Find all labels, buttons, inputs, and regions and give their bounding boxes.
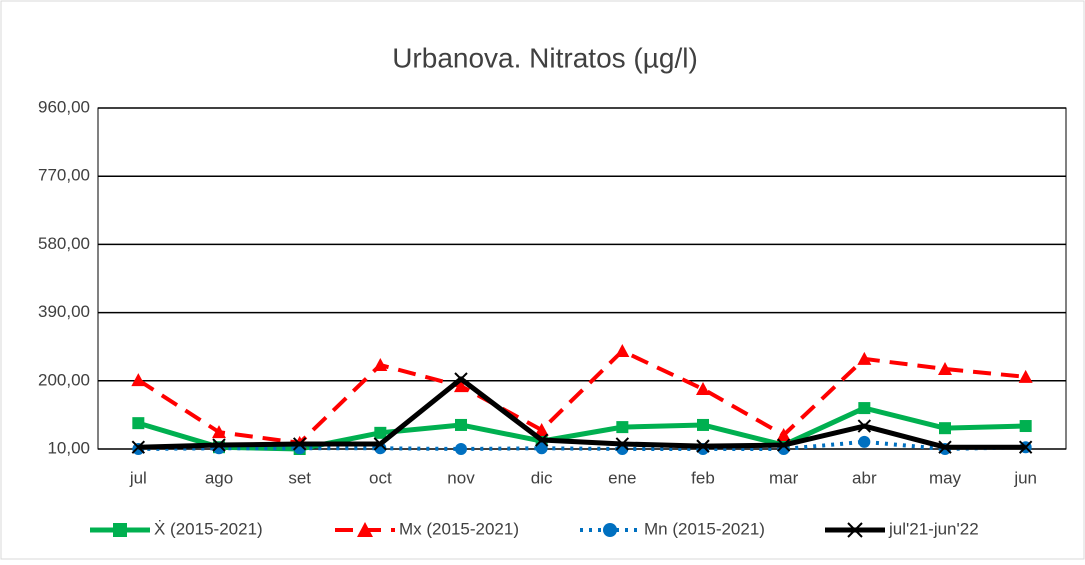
- series: [131, 344, 1033, 449]
- x-tick-label: jun: [1013, 468, 1037, 487]
- marker: [113, 523, 127, 537]
- legend-item: Ẋ (2015-2021): [90, 519, 263, 538]
- line: [138, 439, 1026, 451]
- marker: [132, 417, 145, 430]
- marker: [603, 523, 617, 537]
- x-tick-label: abr: [852, 468, 877, 487]
- marker: [1018, 369, 1033, 383]
- marker: [615, 344, 630, 358]
- x-tick-label: mar: [769, 468, 799, 487]
- marker: [616, 421, 629, 434]
- marker: [535, 442, 548, 455]
- x-tick-label: may: [929, 468, 962, 487]
- y-tick-label: 390,00: [38, 302, 90, 321]
- legend-label: Ẋ (2015-2021): [154, 519, 263, 538]
- chart-title: Urbanova. Nitratos (µg/l): [392, 42, 698, 73]
- marker: [373, 358, 388, 372]
- marker: [858, 435, 871, 448]
- marker: [858, 402, 871, 415]
- legend-label: Mn (2015-2021): [644, 519, 765, 538]
- legend-label: jul'21-jun'22: [888, 519, 979, 538]
- x-tick-label: ago: [205, 468, 233, 487]
- marker: [374, 426, 387, 439]
- x-tick-label: feb: [691, 468, 715, 487]
- marker: [938, 440, 952, 454]
- marker: [212, 438, 226, 452]
- marker: [455, 418, 467, 431]
- legend-item: jul'21-jun'22: [825, 519, 979, 538]
- x-tick-label: ene: [608, 468, 636, 487]
- marker: [696, 382, 710, 396]
- marker: [454, 379, 468, 393]
- marker: [857, 419, 872, 433]
- marker: [1019, 420, 1032, 433]
- marker: [373, 437, 388, 451]
- x-tick-label: jul: [129, 468, 147, 487]
- marker: [857, 351, 872, 365]
- marker: [847, 522, 863, 538]
- marker: [776, 438, 791, 452]
- legend-item: Mn (2015-2021): [580, 519, 765, 538]
- y-tick-label: 200,00: [38, 370, 90, 389]
- line: [137, 405, 1026, 452]
- marker: [1018, 440, 1033, 454]
- x-tick-label: nov: [447, 468, 475, 487]
- y-tick-label: 10,00: [47, 438, 90, 457]
- marker: [696, 439, 710, 453]
- y-tick-label: 580,00: [38, 234, 90, 253]
- marker: [615, 437, 630, 451]
- marker: [292, 437, 307, 451]
- marker: [357, 522, 373, 537]
- marker: [697, 418, 709, 431]
- legend-item: Mx (2015-2021): [335, 519, 519, 538]
- marker: [776, 428, 791, 442]
- marker: [534, 422, 549, 436]
- line: [137, 349, 1026, 445]
- x-tick-label: set: [288, 468, 311, 487]
- y-tick-label: 960,00: [38, 97, 90, 116]
- marker: [212, 425, 226, 439]
- legend-label: Mx (2015-2021): [399, 519, 519, 538]
- y-tick-label: 770,00: [38, 166, 90, 185]
- series: [131, 372, 1033, 454]
- marker: [939, 422, 951, 435]
- line: [138, 376, 1026, 450]
- x-tick-label: dic: [531, 468, 553, 487]
- marker: [454, 372, 468, 386]
- marker: [938, 361, 952, 375]
- marker: [131, 373, 146, 387]
- marker: [131, 440, 146, 454]
- x-tick-label: oct: [369, 468, 392, 487]
- marker: [534, 433, 549, 447]
- marker: [455, 443, 467, 455]
